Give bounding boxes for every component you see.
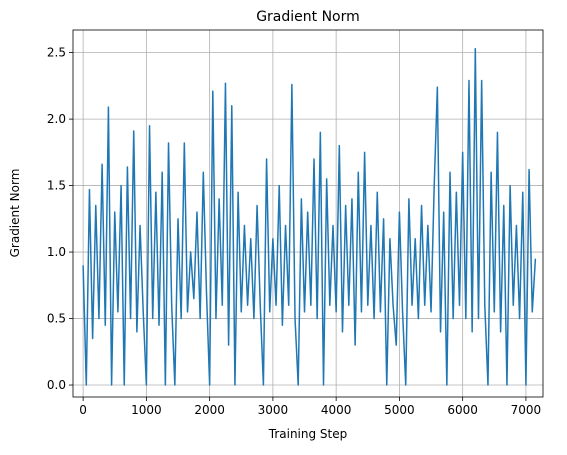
- y-tick-label: 1.0: [47, 245, 66, 259]
- x-tick-label: 6000: [447, 403, 478, 417]
- x-tick-label: 7000: [511, 403, 542, 417]
- y-axis-label: Gradient Norm: [8, 169, 22, 258]
- x-axis-label: Training Step: [268, 427, 348, 441]
- x-tick-label: 5000: [384, 403, 415, 417]
- y-tick-label: 0.0: [47, 378, 66, 392]
- x-tick-label: 4000: [321, 403, 352, 417]
- y-tick-label: 0.5: [47, 312, 66, 326]
- y-tick-label: 2.5: [47, 46, 66, 60]
- x-tick-label: 0: [79, 403, 87, 417]
- x-tick-label: 3000: [258, 403, 289, 417]
- line-series: [82, 47, 537, 386]
- y-tick-label: 2.0: [47, 112, 66, 126]
- plot-frame: [72, 29, 544, 398]
- x-tick-label: 1000: [131, 403, 162, 417]
- y-tick-label: 1.5: [47, 179, 66, 193]
- x-tick-label: 2000: [194, 403, 225, 417]
- chart-title: Gradient Norm: [256, 9, 360, 25]
